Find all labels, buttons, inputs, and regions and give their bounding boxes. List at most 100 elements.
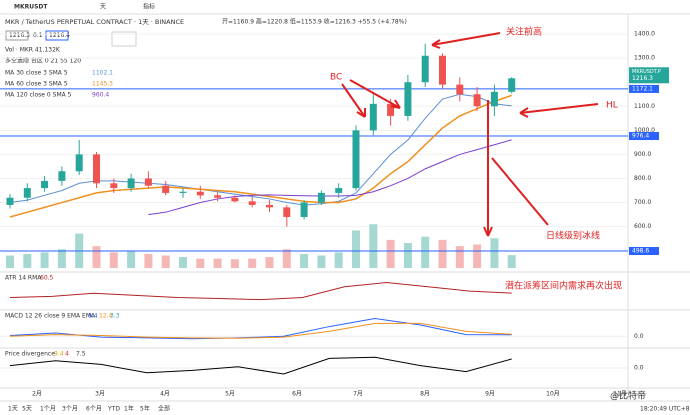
price-box[interactable]: [45, 30, 69, 41]
candle-body: [231, 197, 239, 202]
y-tick-label: 800.0: [634, 175, 651, 182]
y-tick-label: 1400.0: [634, 31, 655, 38]
candle-body: [23, 188, 31, 198]
time-label: 5月: [225, 391, 235, 398]
ma-legend: MA 60 close 3 SMA 5: [5, 81, 68, 88]
volume-bar: [196, 258, 205, 268]
volume-bar: [490, 238, 499, 268]
range-button[interactable]: 3个月: [62, 406, 78, 413]
volume-bar: [473, 244, 482, 268]
range-button[interactable]: 全部: [158, 405, 170, 413]
range-button[interactable]: 5天: [22, 406, 32, 413]
range-button[interactable]: 1个月: [40, 406, 56, 413]
candle-body: [58, 171, 66, 181]
time-label: 11月: [613, 391, 627, 398]
annotation: HL: [606, 101, 618, 111]
ma-legend-value: 960.4: [92, 92, 109, 99]
indicator-value: 60.5: [40, 275, 54, 282]
candle-body: [456, 84, 464, 95]
level-tag-text: 976.4: [632, 133, 649, 140]
volume-bar: [265, 257, 274, 268]
candle-body: [387, 103, 395, 116]
candle-body: [508, 78, 516, 92]
draw-tool[interactable]: [111, 31, 137, 47]
indicator-value: 9.4: [54, 351, 64, 358]
volume-bar: [300, 253, 309, 268]
range-button[interactable]: 1年: [124, 405, 134, 413]
indicator-title: ATR 14 RMA: [5, 275, 42, 282]
time-label: 3月: [95, 391, 105, 398]
indicator-title: Price divergence: [5, 351, 55, 358]
ma-legend-value: 1102.1: [92, 70, 113, 77]
interval[interactable]: 天: [100, 4, 106, 11]
candle-body: [317, 192, 325, 203]
annotation: 日线级别冰线: [546, 230, 600, 242]
volume-bar: [317, 255, 326, 268]
time-label: 9月: [485, 391, 495, 398]
y-tick-label: 600.0: [634, 223, 651, 230]
last-tag-value: 1216.3: [632, 75, 653, 82]
watermark: @比特帝: [610, 390, 646, 402]
ma-line: [148, 139, 512, 216]
arrow: [341, 79, 401, 118]
arrow: [431, 32, 501, 49]
candle-body: [162, 185, 170, 193]
y-tick-label: 0.0: [634, 365, 644, 372]
price-box[interactable]: [5, 30, 29, 41]
level-tag: [629, 84, 659, 93]
last-tag: [629, 67, 669, 84]
range-button[interactable]: YTD: [107, 406, 120, 413]
candle-body: [196, 191, 204, 196]
level-tag-text: 498.6: [632, 248, 649, 255]
legend: 多空遗隐 台区 0 21 55 120: [5, 57, 81, 65]
volume-bar: [6, 255, 14, 268]
indicator-line: [9, 282, 512, 301]
candle-body: [179, 191, 187, 193]
volume-bar: [352, 230, 360, 268]
candle-body: [439, 55, 446, 85]
candle-body: [421, 55, 429, 83]
time-label: 7月: [353, 391, 363, 398]
volume-bar: [507, 255, 516, 268]
level-tag-text: 1172.1: [632, 85, 653, 92]
ma-legend: MA 30 close 3 SMA 5: [5, 70, 68, 77]
candle-body: [473, 94, 481, 107]
price-box-text: 1216.3: [9, 32, 30, 39]
range-button[interactable]: 6个月: [86, 406, 102, 413]
chart-title: MKR / TetherUS PERPETUAL CONTRACT · 1天 ·…: [5, 18, 184, 26]
symbol[interactable]: MKRUSDT: [14, 4, 48, 11]
price-box-text: 1216.4: [49, 32, 70, 39]
candle-body: [75, 154, 83, 172]
candle-body: [41, 180, 49, 189]
candle-body: [93, 154, 100, 184]
volume-bar: [455, 246, 464, 268]
time-label: 6月: [292, 391, 302, 398]
arrow: [483, 100, 549, 237]
volume-bar: [248, 258, 257, 268]
y-tick-label: 900.0: [634, 151, 651, 158]
candle-body: [300, 202, 308, 217]
time-label: 8月: [420, 391, 430, 398]
indicator-value: 7.5: [76, 351, 86, 358]
volume-legend: Vol · MKR 41.132K: [5, 47, 61, 54]
volume-bar: [334, 252, 343, 268]
ma-legend-value: 1145.3: [92, 81, 113, 88]
volume-bar: [369, 224, 378, 268]
candle-body: [490, 91, 498, 107]
candle-body: [144, 178, 152, 186]
range-button[interactable]: 5年: [140, 405, 150, 413]
time-label: 10月: [546, 391, 560, 398]
volume-bar: [161, 255, 170, 268]
range-button[interactable]: 1天: [8, 406, 18, 413]
indicators-button[interactable]: 指标: [143, 3, 155, 11]
candle-body: [248, 201, 256, 205]
indicator-value: 9.4: [88, 313, 98, 320]
y-tick-label: 1300.0: [634, 55, 655, 62]
volume-bar: [386, 239, 395, 268]
annotation: 潜在派筹区间内需求再次出现: [505, 280, 622, 292]
candle-body: [266, 204, 273, 208]
volume-bar: [40, 252, 49, 268]
candle-body: [335, 188, 343, 193]
